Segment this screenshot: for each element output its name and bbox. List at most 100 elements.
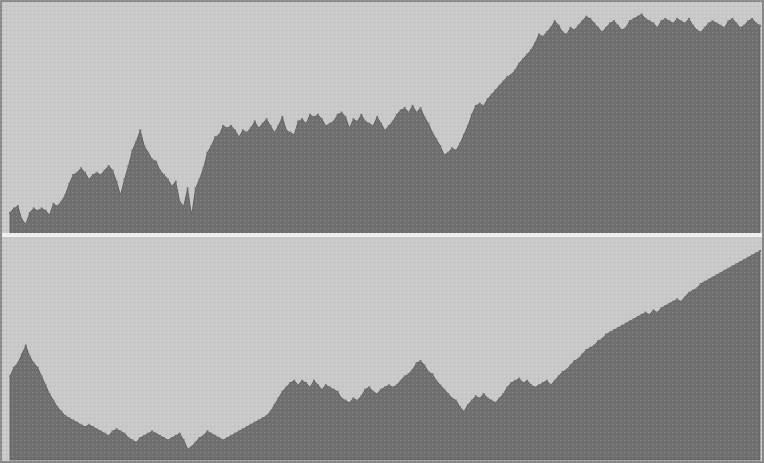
data-point <box>9 211 11 214</box>
data-point <box>344 399 347 402</box>
data-point <box>668 20 671 23</box>
data-point <box>423 364 426 367</box>
data-point <box>68 182 71 185</box>
data-point <box>585 349 588 351</box>
data-point <box>569 26 572 29</box>
data-point <box>526 379 529 382</box>
data-point <box>435 138 438 141</box>
data-point <box>348 127 351 130</box>
data-point <box>332 388 335 391</box>
data-point <box>297 384 300 387</box>
data-point <box>332 120 335 123</box>
data-point <box>470 399 473 402</box>
data-point <box>305 122 308 125</box>
data-point <box>553 379 556 382</box>
data-point <box>652 22 655 25</box>
data-point <box>36 366 39 369</box>
data-point <box>466 404 469 406</box>
data-point <box>44 384 47 387</box>
data-point <box>182 439 185 442</box>
data-point <box>427 122 430 125</box>
data-point <box>48 393 51 395</box>
data-point <box>632 318 635 321</box>
data-point <box>123 178 126 181</box>
data-point <box>237 430 240 433</box>
data-point <box>427 371 430 373</box>
data-point <box>684 296 686 299</box>
data-point <box>557 375 560 378</box>
data-point <box>581 353 584 356</box>
data-point <box>12 366 15 369</box>
data-point <box>174 434 177 437</box>
data-point <box>518 62 521 65</box>
data-point <box>40 207 43 210</box>
data-point <box>277 397 280 400</box>
data-point <box>664 17 667 20</box>
data-point <box>166 178 169 181</box>
data-point <box>719 272 722 274</box>
data-point <box>672 300 675 303</box>
data-point <box>9 375 11 378</box>
data-point <box>151 430 154 433</box>
data-point <box>115 180 118 183</box>
data-point <box>24 223 27 226</box>
data-point <box>699 31 702 34</box>
data-point <box>103 432 106 435</box>
data-point <box>751 17 754 20</box>
data-point <box>111 169 114 172</box>
data-point <box>616 327 619 329</box>
data-point <box>759 250 761 252</box>
data-point <box>486 98 489 101</box>
data-point <box>735 22 738 25</box>
data-point <box>391 120 394 123</box>
data-point <box>502 80 505 83</box>
data-point <box>147 151 150 154</box>
data-point <box>364 120 367 123</box>
data-point <box>506 75 509 78</box>
data-point <box>459 142 461 145</box>
data-point <box>731 17 734 20</box>
data-point <box>202 167 205 170</box>
data-point <box>534 42 536 45</box>
data-point <box>186 187 189 190</box>
data-point <box>72 419 75 422</box>
data-point <box>423 116 426 119</box>
data-point <box>640 13 643 16</box>
data-point <box>620 324 623 327</box>
data-point <box>87 423 90 426</box>
data-point <box>593 22 596 25</box>
data-point <box>549 384 552 387</box>
data-point <box>510 73 513 76</box>
data-point <box>40 375 43 378</box>
data-point <box>198 437 201 439</box>
data-point <box>518 377 521 380</box>
data-point <box>64 415 67 417</box>
data-point <box>707 278 710 281</box>
data-point <box>652 309 655 312</box>
data-point <box>222 439 225 442</box>
data-point <box>218 437 221 439</box>
data-point <box>87 178 90 181</box>
data-point <box>159 169 161 172</box>
data-point <box>474 395 477 398</box>
data-point <box>28 211 31 214</box>
data-point <box>711 20 714 23</box>
data-point <box>723 26 726 29</box>
data-point <box>514 69 517 72</box>
data-point <box>459 406 461 409</box>
data-point <box>170 185 173 188</box>
data-point <box>415 362 418 365</box>
data-point <box>628 320 631 323</box>
data-point <box>557 24 560 27</box>
data-point <box>293 133 296 136</box>
data-point <box>431 131 434 134</box>
data-point <box>316 384 319 387</box>
data-point <box>455 399 458 402</box>
data-point <box>680 20 683 23</box>
data-point <box>545 379 548 382</box>
data-point <box>534 386 536 389</box>
data-point <box>64 194 67 197</box>
data-point <box>265 118 268 121</box>
data-point <box>48 214 51 217</box>
data-point <box>395 384 398 387</box>
